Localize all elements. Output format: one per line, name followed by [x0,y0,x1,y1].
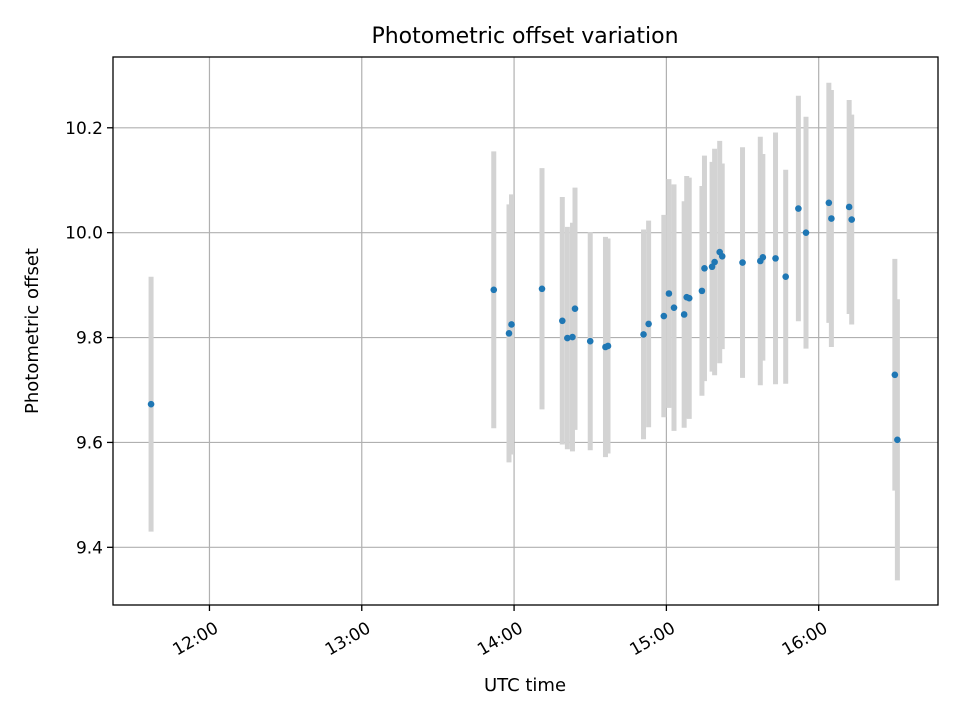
x-axis-label: UTC time [484,675,566,696]
y-tick-label: 9.4 [76,538,103,558]
data-point [894,436,901,444]
data-point [701,265,708,272]
data-point [698,287,706,295]
data-point [660,312,668,320]
chart-title: Photometric offset variation [371,24,678,49]
data-point [795,205,802,212]
data-point [739,259,746,266]
data-points [147,199,901,444]
data-point [718,252,726,260]
plot-frame [112,56,939,606]
data-point [508,321,515,328]
data-point [604,342,612,350]
data-point [665,290,673,297]
x-tick-label: 12:00 [170,618,222,660]
data-point [645,320,652,328]
data-point [772,255,779,262]
x-tick-label: 16:00 [779,618,831,660]
data-point [640,331,647,338]
data-point [891,371,899,379]
data-point [586,337,594,345]
data-point [845,203,853,211]
data-point [538,285,546,293]
y-tick-label: 10.2 [65,119,103,139]
data-point [564,334,571,342]
data-point [147,400,155,408]
x-tick-label: 15:00 [626,618,678,660]
data-point [670,304,678,311]
y-axis-ticks: 9.4 9.6 9.8 10.0 10.2 [65,119,113,558]
data-point [782,273,789,281]
y-tick-label: 10.0 [65,224,103,244]
x-tick-label: 13:00 [322,618,374,660]
data-point [802,229,810,236]
data-point [569,333,576,341]
data-point [505,330,513,337]
data-point [828,215,835,222]
x-axis-ticks: 12:00 13:00 14:00 15:00 16:00 [170,605,831,660]
x-tick-label: 14:00 [474,618,526,660]
grid [113,57,938,605]
data-point [848,216,855,223]
data-point [490,286,498,294]
data-point [571,305,579,313]
data-point [685,294,693,302]
y-tick-label: 9.8 [76,329,103,349]
y-tick-label: 9.6 [76,433,103,453]
error-bars [148,82,900,581]
y-axis-label: Photometric offset [22,248,43,414]
data-point [825,199,833,207]
data-point [711,258,718,266]
data-point [559,317,566,325]
data-point [680,311,688,318]
data-point [759,254,767,261]
